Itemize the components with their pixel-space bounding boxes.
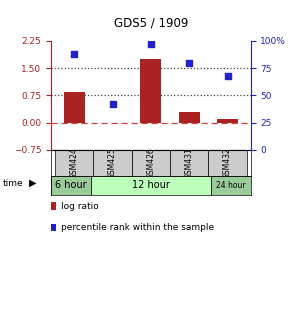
Point [110,101,115,107]
Text: 6 hour: 6 hour [55,181,87,191]
Point [149,42,153,47]
Text: GSM432: GSM432 [223,147,232,179]
Text: 24 hour: 24 hour [216,181,246,190]
Bar [179,112,200,123]
Bar [217,119,238,123]
Text: time: time [3,179,23,188]
Point [187,60,192,65]
Bar [140,59,161,123]
Bar [51,176,91,195]
Bar [170,150,208,176]
Text: percentile rank within the sample: percentile rank within the sample [61,223,214,232]
Bar [55,150,93,176]
Text: GSM431: GSM431 [185,147,194,179]
Point [225,73,230,78]
Bar [93,150,132,176]
Text: GDS5 / 1909: GDS5 / 1909 [114,16,188,29]
Point [72,51,76,57]
Text: ▶: ▶ [29,178,37,188]
Bar [64,92,85,123]
Bar [132,150,170,176]
Bar [208,150,247,176]
Text: GSM426: GSM426 [146,147,155,179]
Text: GSM425: GSM425 [108,147,117,179]
Text: 12 hour: 12 hour [132,181,170,191]
Text: log ratio: log ratio [61,201,98,211]
Text: GSM424: GSM424 [70,147,79,179]
Bar [91,176,211,195]
Bar [211,176,251,195]
